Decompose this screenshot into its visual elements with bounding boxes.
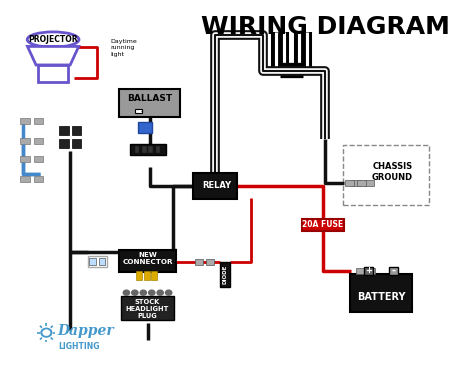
Bar: [193, 173, 237, 199]
Circle shape: [140, 290, 146, 295]
Text: +: +: [365, 266, 372, 275]
Bar: [72, 126, 82, 135]
Circle shape: [157, 290, 164, 295]
Bar: [151, 271, 157, 280]
Polygon shape: [27, 46, 79, 65]
Bar: [72, 139, 82, 149]
Bar: [59, 126, 69, 135]
Bar: [88, 256, 107, 266]
Text: CHASSIS
GROUND: CHASSIS GROUND: [372, 162, 413, 182]
Bar: [148, 146, 153, 153]
Bar: [364, 180, 374, 186]
Text: Dapper: Dapper: [58, 324, 114, 338]
Bar: [345, 180, 354, 186]
Ellipse shape: [27, 32, 79, 47]
Bar: [20, 118, 30, 124]
Bar: [220, 262, 230, 287]
Bar: [367, 268, 375, 274]
Text: Daytime
running
light: Daytime running light: [110, 39, 137, 57]
Circle shape: [123, 290, 129, 295]
Bar: [144, 271, 149, 280]
Bar: [34, 118, 44, 124]
Text: WIRING DIAGRAM: WIRING DIAGRAM: [201, 15, 449, 39]
Bar: [357, 180, 366, 186]
Text: BALLAST: BALLAST: [127, 94, 173, 103]
Text: -: -: [140, 108, 143, 114]
Bar: [343, 145, 428, 205]
Bar: [142, 146, 146, 153]
Bar: [136, 271, 142, 280]
Bar: [351, 180, 361, 186]
Text: RELAY: RELAY: [203, 182, 232, 190]
Bar: [302, 219, 344, 231]
Bar: [350, 274, 412, 312]
Circle shape: [132, 290, 138, 295]
Text: LIGHTING: LIGHTING: [58, 342, 100, 351]
Bar: [89, 258, 96, 265]
Bar: [119, 89, 180, 117]
Bar: [20, 157, 30, 162]
Bar: [20, 176, 30, 182]
Text: 20A FUSE: 20A FUSE: [302, 220, 344, 229]
Bar: [356, 268, 364, 274]
Text: NEW
CONNECTOR: NEW CONNECTOR: [122, 252, 173, 265]
Bar: [121, 296, 174, 320]
Bar: [390, 267, 399, 274]
Circle shape: [165, 290, 172, 295]
Bar: [206, 259, 214, 265]
Circle shape: [41, 328, 52, 337]
Bar: [119, 250, 176, 272]
Text: PROJECTOR: PROJECTOR: [28, 35, 78, 44]
Bar: [34, 157, 44, 162]
Circle shape: [149, 290, 155, 295]
Bar: [99, 258, 106, 265]
Bar: [34, 138, 44, 144]
Bar: [20, 138, 30, 144]
Bar: [364, 267, 373, 274]
Bar: [129, 144, 165, 155]
Text: STOCK
HEADLIGHT
PLUG: STOCK HEADLIGHT PLUG: [126, 299, 169, 320]
Text: BATTERY: BATTERY: [357, 292, 406, 302]
Bar: [59, 139, 69, 149]
Bar: [195, 259, 203, 265]
Text: -: -: [392, 266, 396, 276]
Bar: [38, 64, 68, 82]
Bar: [155, 146, 160, 153]
Bar: [135, 146, 139, 153]
Text: DIODE: DIODE: [223, 265, 228, 284]
Bar: [34, 176, 44, 182]
Bar: [136, 109, 142, 113]
Bar: [138, 122, 153, 133]
Circle shape: [43, 330, 50, 336]
